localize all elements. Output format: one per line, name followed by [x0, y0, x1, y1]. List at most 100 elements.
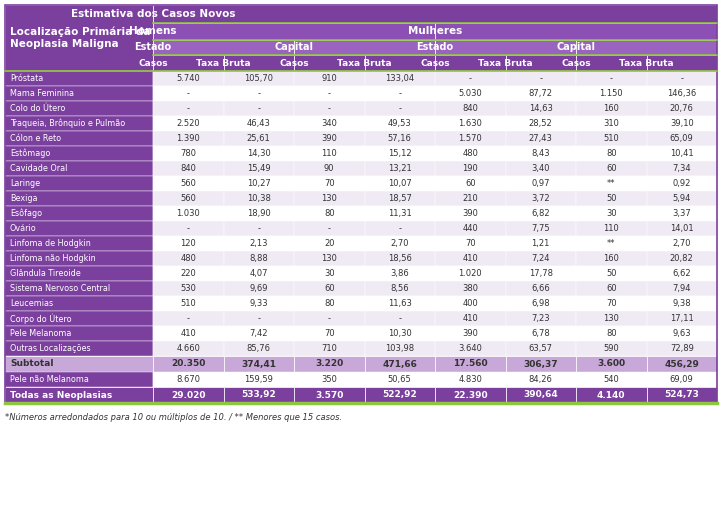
Text: 6,82: 6,82	[531, 209, 550, 218]
Text: 840: 840	[462, 104, 478, 113]
Bar	[505, 176, 576, 191]
Bar	[294, 71, 365, 86]
Bar	[5, 372, 153, 387]
Bar	[294, 86, 365, 101]
Bar	[224, 101, 294, 116]
Bar	[505, 146, 576, 161]
Text: Outras Localizações: Outras Localizações	[10, 344, 91, 353]
Bar	[435, 146, 505, 161]
Bar	[153, 71, 224, 86]
Bar	[365, 206, 435, 221]
Text: 120: 120	[180, 239, 196, 248]
Text: 540: 540	[604, 375, 619, 384]
Bar	[365, 387, 435, 403]
Bar	[505, 55, 576, 71]
Text: 50: 50	[606, 269, 617, 278]
Text: 27,43: 27,43	[529, 134, 552, 143]
Bar	[224, 55, 294, 71]
Text: 10,41: 10,41	[670, 149, 694, 158]
Text: -: -	[328, 314, 331, 323]
Text: Mulheres: Mulheres	[408, 26, 462, 36]
Bar	[153, 387, 224, 403]
Text: Pele Melanoma: Pele Melanoma	[10, 329, 71, 338]
Bar	[5, 326, 153, 341]
Text: Colo do Útero: Colo do Útero	[10, 104, 66, 113]
Text: 1.630: 1.630	[458, 119, 482, 128]
Bar	[646, 311, 717, 326]
Text: 105,70: 105,70	[244, 74, 273, 83]
Bar	[294, 55, 365, 71]
Bar	[365, 296, 435, 311]
Bar	[224, 251, 294, 266]
Text: 6,66: 6,66	[531, 284, 550, 293]
Text: Linfoma não Hodgkin: Linfoma não Hodgkin	[10, 254, 95, 263]
Bar	[224, 161, 294, 176]
Text: Taxa Bruta: Taxa Bruta	[619, 59, 674, 68]
Text: -: -	[257, 314, 260, 323]
Text: Estimativa dos Casos Novos: Estimativa dos Casos Novos	[71, 9, 235, 19]
Text: 14,63: 14,63	[529, 104, 552, 113]
Text: 1.390: 1.390	[176, 134, 200, 143]
Bar	[435, 387, 505, 403]
Text: Sistema Nervoso Central: Sistema Nervoso Central	[10, 284, 110, 293]
Bar	[294, 191, 365, 206]
Bar	[576, 311, 646, 326]
Bar	[435, 296, 505, 311]
Text: 3,37: 3,37	[672, 209, 691, 218]
Bar	[576, 146, 646, 161]
Text: -: -	[257, 89, 260, 98]
Text: 4,07: 4,07	[250, 269, 268, 278]
Bar	[365, 251, 435, 266]
Text: 11,63: 11,63	[388, 299, 412, 308]
Text: -: -	[257, 104, 260, 113]
Bar	[5, 176, 153, 191]
Text: 80: 80	[606, 329, 617, 338]
Text: -: -	[187, 89, 190, 98]
Text: 1.570: 1.570	[458, 134, 482, 143]
Text: Estado: Estado	[417, 42, 453, 52]
Bar	[365, 311, 435, 326]
Text: Todas as Neoplasias: Todas as Neoplasias	[10, 391, 112, 400]
Bar	[646, 326, 717, 341]
Bar	[505, 356, 576, 372]
Bar	[435, 266, 505, 281]
Text: 8,43: 8,43	[531, 149, 550, 158]
Text: 471,66: 471,66	[383, 360, 417, 369]
Text: 14,30: 14,30	[247, 149, 271, 158]
Text: 0,92: 0,92	[673, 179, 691, 188]
Bar	[294, 161, 365, 176]
Text: 17,11: 17,11	[670, 314, 694, 323]
Text: 440: 440	[462, 224, 478, 233]
Text: 18,57: 18,57	[388, 194, 412, 203]
Text: 2.520: 2.520	[176, 119, 200, 128]
Bar	[153, 40, 294, 55]
Bar	[646, 387, 717, 403]
Text: 110: 110	[604, 224, 619, 233]
Text: Corpo do Útero: Corpo do Útero	[10, 313, 71, 324]
Bar	[153, 251, 224, 266]
Bar	[435, 23, 717, 40]
Text: 4.660: 4.660	[176, 344, 200, 353]
Bar	[365, 101, 435, 116]
Bar	[646, 236, 717, 251]
Bar	[365, 221, 435, 236]
Bar	[435, 311, 505, 326]
Text: 480: 480	[180, 254, 196, 263]
Bar	[365, 191, 435, 206]
Text: 524,73: 524,73	[664, 391, 699, 400]
Text: 46,43: 46,43	[247, 119, 271, 128]
Bar	[5, 387, 153, 403]
Bar	[294, 326, 365, 341]
Bar	[505, 221, 576, 236]
Bar	[576, 356, 646, 372]
Bar	[435, 372, 505, 387]
Text: 2,70: 2,70	[672, 239, 691, 248]
Text: 10,07: 10,07	[388, 179, 412, 188]
Text: 3,72: 3,72	[531, 194, 550, 203]
Text: 5.740: 5.740	[176, 74, 200, 83]
Text: 130: 130	[321, 194, 337, 203]
Text: -: -	[469, 74, 471, 83]
Bar	[153, 281, 224, 296]
Bar	[153, 206, 224, 221]
Bar	[153, 356, 224, 372]
